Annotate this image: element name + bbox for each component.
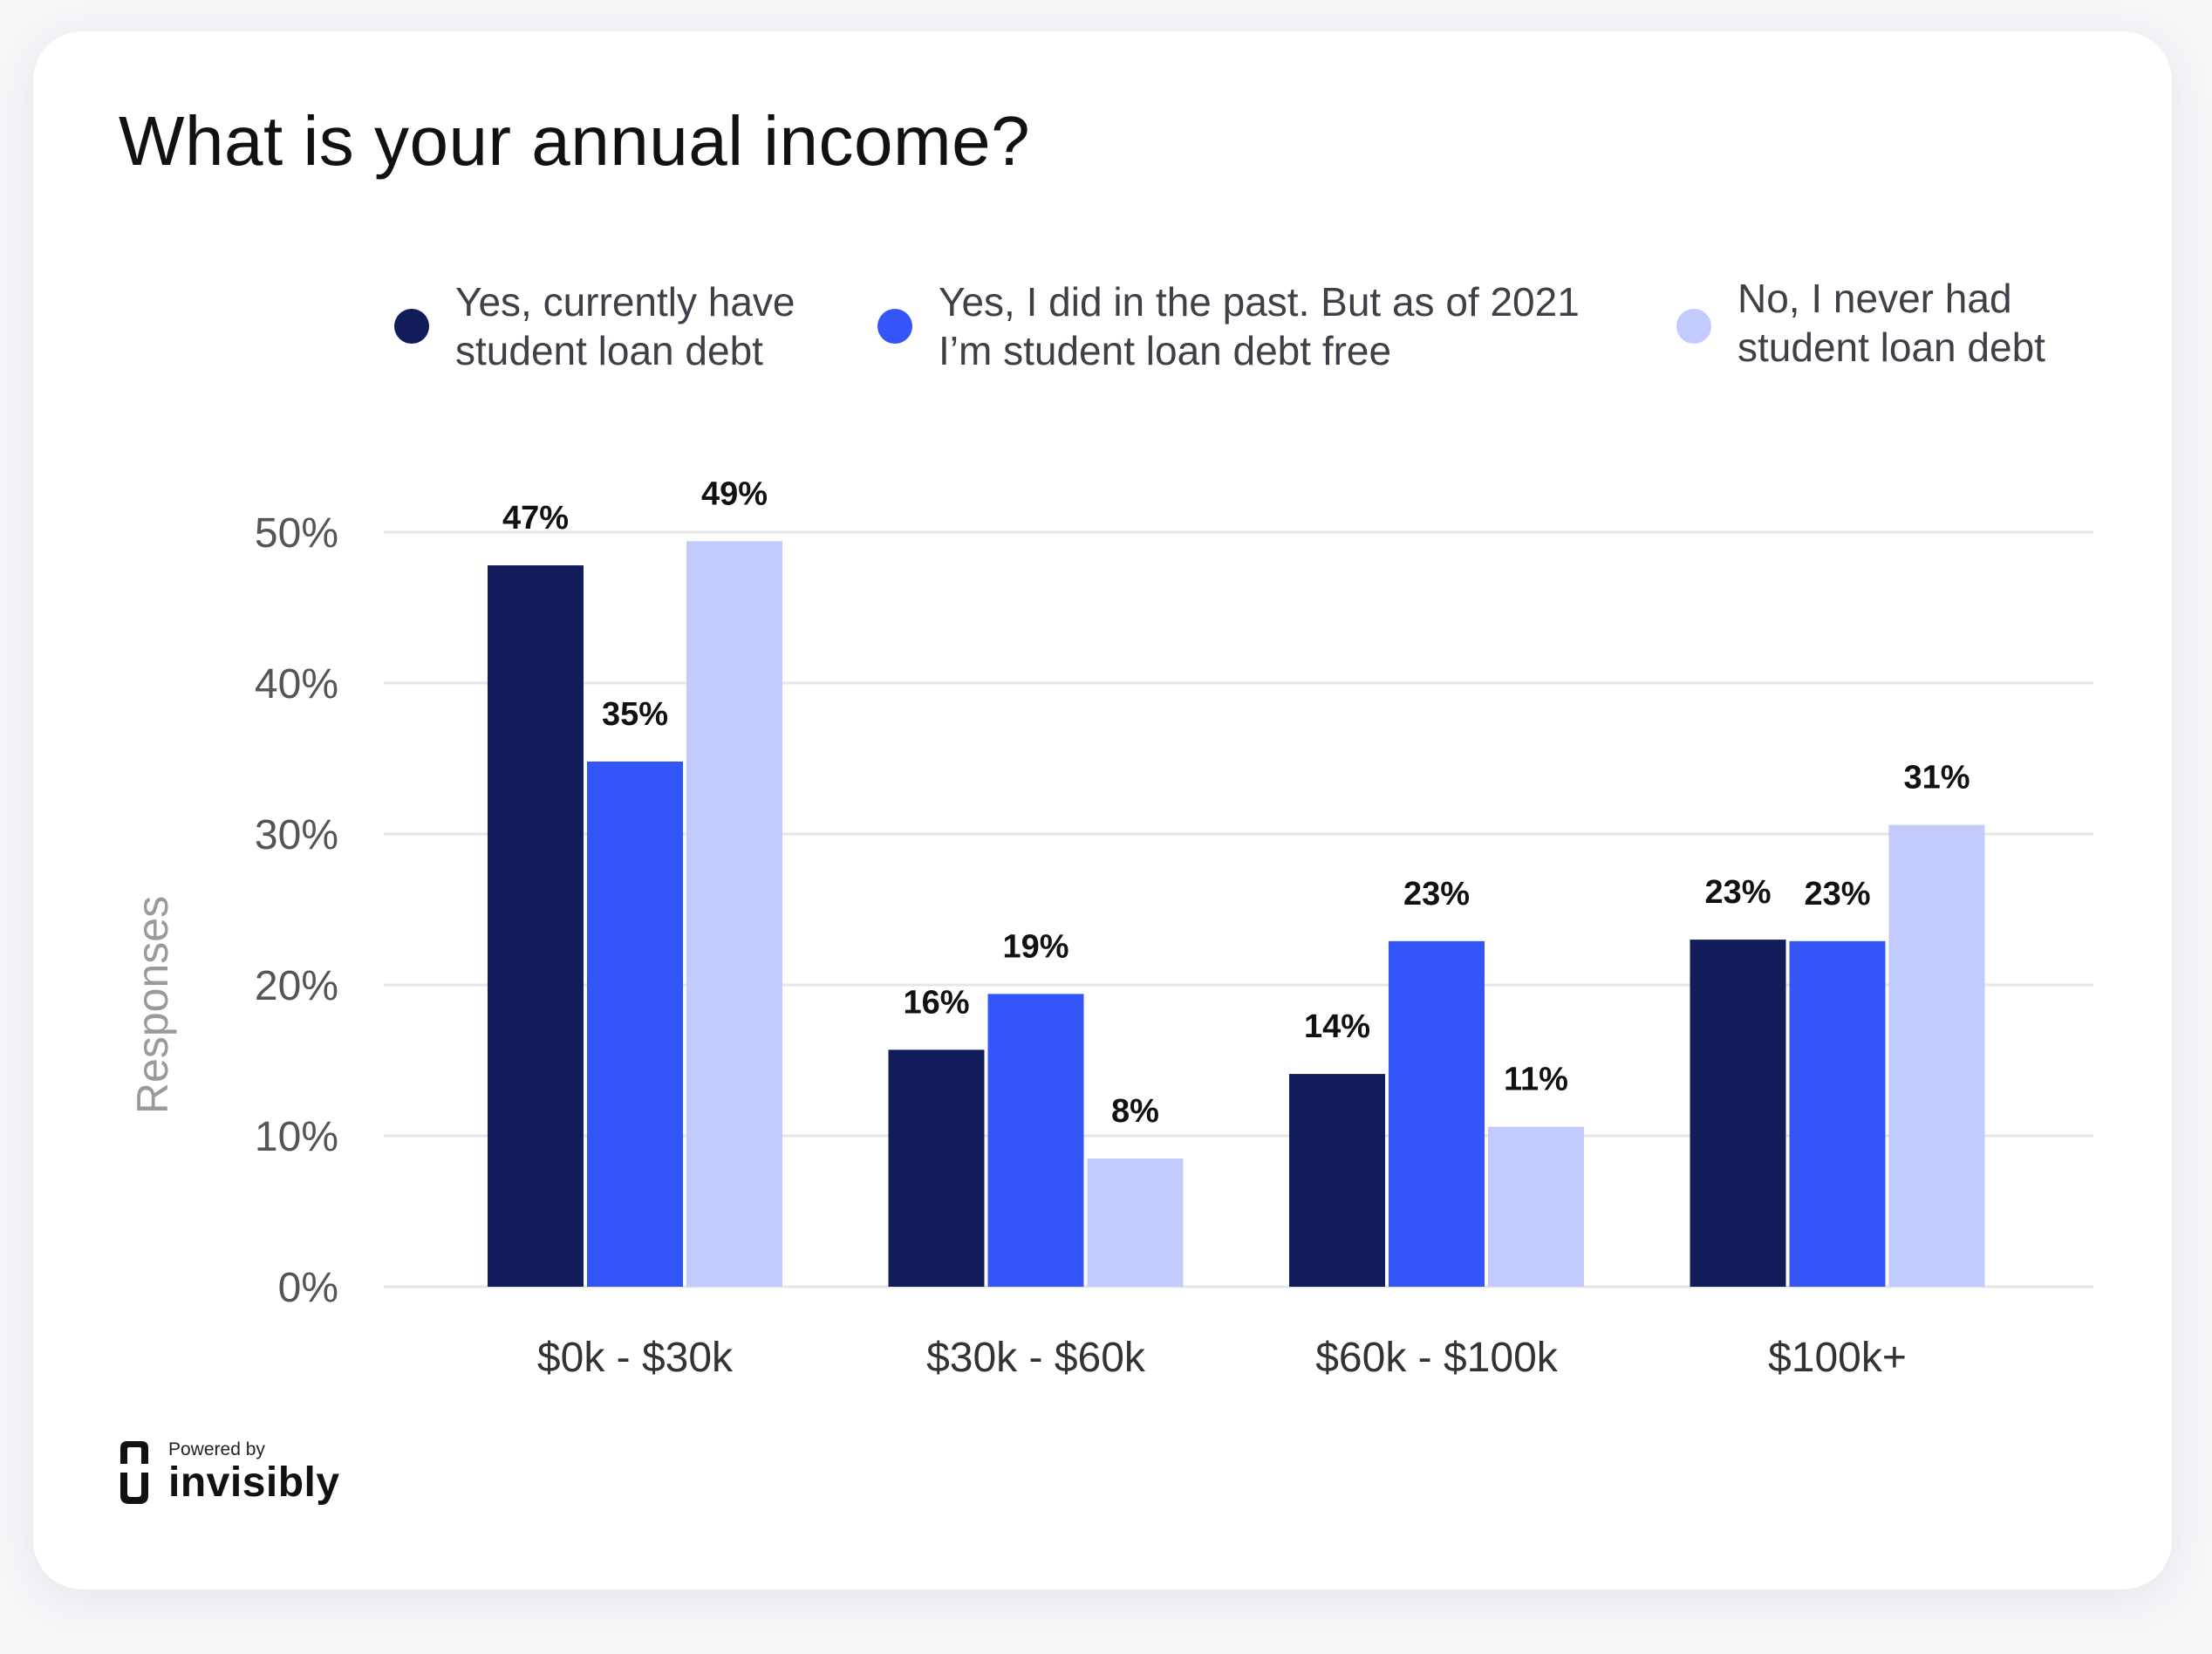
data-label: 16% xyxy=(903,984,969,1021)
x-tick-label: $0k - $30k xyxy=(537,1335,734,1381)
brand-name: invisibly xyxy=(168,1459,340,1506)
x-axis-ticks: $0k - $30k $30k - $60k $60k - $100k $100k+ xyxy=(537,1335,1907,1381)
data-label: 23% xyxy=(1704,874,1771,911)
powered-by-text: Powered by xyxy=(168,1439,265,1459)
bar xyxy=(888,1049,985,1287)
y-axis-label: Responses xyxy=(128,896,177,1114)
value-labels: 47% 35% 49% 16% 19% 8% 14% 23% 11% 23% 23% 31% xyxy=(502,475,1970,1130)
data-label: 14% xyxy=(1304,1008,1370,1045)
legend-dot xyxy=(1676,309,1711,344)
y-tick-label: 0% xyxy=(278,1265,338,1311)
x-tick-label: $30k - $60k xyxy=(926,1335,1146,1381)
chart-title: What is your annual income? xyxy=(119,102,1031,180)
legend-dot xyxy=(877,309,912,344)
bar xyxy=(1289,1074,1385,1287)
y-tick-label: 20% xyxy=(255,963,338,1009)
data-label: 31% xyxy=(1903,760,1970,796)
y-tick-label: 30% xyxy=(255,812,338,858)
chart-card xyxy=(33,31,2172,1589)
bar xyxy=(686,541,782,1287)
invisibly-logo-icon xyxy=(120,1441,148,1504)
legend-label: No, I never had student loan debt xyxy=(1738,276,2045,370)
data-label: 49% xyxy=(701,475,768,512)
data-label: 23% xyxy=(1804,876,1870,912)
bar xyxy=(1789,940,1886,1287)
bar xyxy=(1690,940,1786,1287)
bar xyxy=(987,994,1084,1287)
y-axis-ticks: 0% 10% 20% 30% 40% 50% xyxy=(255,510,338,1311)
x-tick-label: $100k+ xyxy=(1768,1335,1907,1381)
bars xyxy=(488,541,1985,1287)
data-label: 47% xyxy=(502,500,569,537)
data-label: 11% xyxy=(1504,1062,1568,1098)
y-tick-label: 40% xyxy=(255,661,338,707)
bar xyxy=(1488,1126,1584,1287)
y-tick-label: 10% xyxy=(255,1114,338,1160)
data-label: 23% xyxy=(1403,876,1470,912)
x-tick-label: $60k - $100k xyxy=(1315,1335,1559,1381)
bar xyxy=(1087,1158,1184,1287)
bar xyxy=(1389,940,1485,1287)
bar xyxy=(1888,824,1985,1287)
bar xyxy=(488,565,584,1287)
bar xyxy=(587,761,683,1287)
data-label: 19% xyxy=(1002,928,1068,965)
legend-dot xyxy=(394,309,429,344)
data-label: 35% xyxy=(602,696,668,733)
y-tick-label: 50% xyxy=(255,510,338,557)
data-label: 8% xyxy=(1111,1093,1159,1130)
legend-label: Yes, I did in the past. But as of 2021 I… xyxy=(939,279,1580,373)
legend-label: Yes, currently have student loan debt xyxy=(455,279,795,373)
